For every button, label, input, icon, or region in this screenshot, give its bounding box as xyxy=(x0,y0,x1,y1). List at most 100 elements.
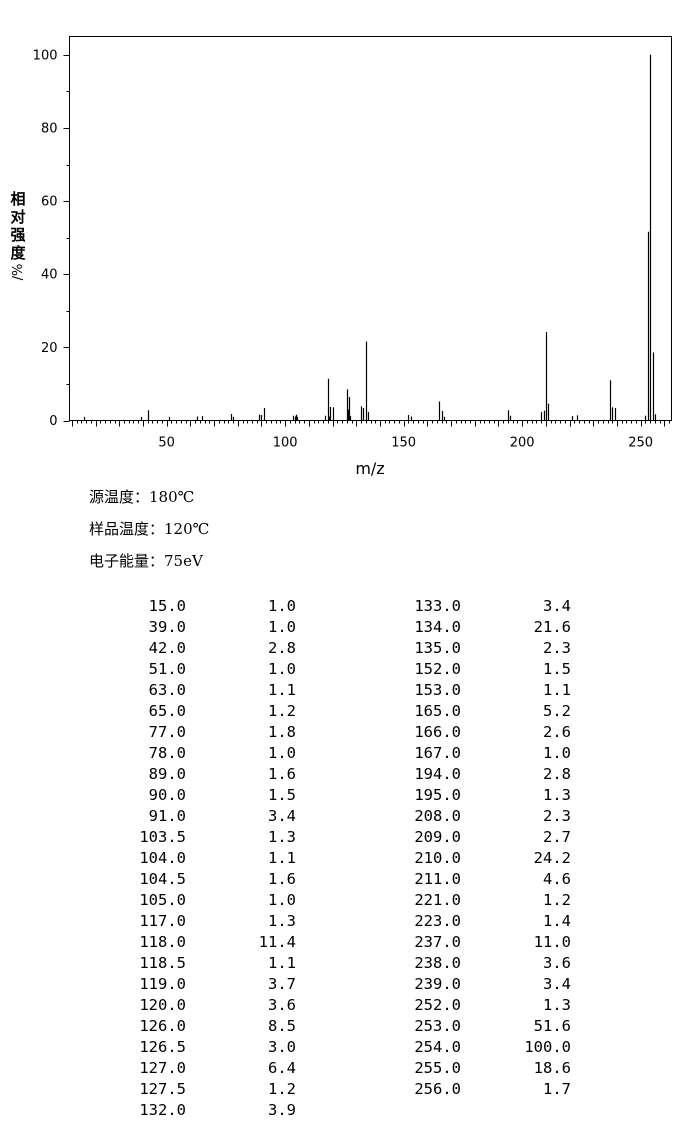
mz-value: 194.0 xyxy=(414,765,461,783)
peak-bars xyxy=(83,54,657,421)
mz-value: 152.0 xyxy=(414,660,461,678)
mz-value: 15.0 xyxy=(148,597,186,615)
y-tick-label: 40 xyxy=(41,268,58,283)
left-mz-column: 15.0 39.0 42.0 51.0 63.0 65.0 77.0 78.0 89.0 90.0… xyxy=(110,596,186,1121)
intensity-value: 1.3 xyxy=(268,912,296,930)
intensity-value: 1.6 xyxy=(268,765,296,783)
intensity-value: 2.6 xyxy=(543,723,571,741)
mz-value: 133.0 xyxy=(414,597,461,615)
intensity-value: 2.8 xyxy=(543,765,571,783)
mz-value: 223.0 xyxy=(414,912,461,930)
sample-temperature: 样品温度：120℃ xyxy=(89,520,210,538)
intensity-value: 2.3 xyxy=(543,639,571,657)
intensity-value: 2.7 xyxy=(543,828,571,846)
intensity-value: 3.4 xyxy=(543,975,571,993)
right-intensity-column: 3.4 21.6 2.3 1.5 1.1 5.2 2.6 1.0 2.8 1.3 2.3 2.7 24.… xyxy=(505,596,571,1100)
y-label-char: 强 xyxy=(10,226,25,244)
intensity-value: 51.6 xyxy=(533,1017,571,1035)
intensity-value: 11.4 xyxy=(258,933,296,951)
mz-value: 255.0 xyxy=(414,1059,461,1077)
mz-value: 238.0 xyxy=(414,954,461,972)
mz-value: 253.0 xyxy=(414,1017,461,1035)
intensity-value: 1.5 xyxy=(543,660,571,678)
mz-value: 237.0 xyxy=(414,933,461,951)
y-tick-label: 60 xyxy=(41,195,58,210)
intensity-value: 11.0 xyxy=(533,933,571,951)
y-axis: 0 20 40 60 80 100 xyxy=(33,48,70,429)
mz-value: 127.0 xyxy=(139,1059,186,1077)
mz-value: 126.5 xyxy=(139,1038,186,1056)
intensity-value: 1.0 xyxy=(268,744,296,762)
intensity-value: 1.1 xyxy=(268,954,296,972)
mz-value: 135.0 xyxy=(414,639,461,657)
mz-value: 105.0 xyxy=(139,891,186,909)
mz-value: 77.0 xyxy=(148,723,186,741)
intensity-value: 24.2 xyxy=(533,849,571,867)
intensity-value: 1.7 xyxy=(543,1080,571,1098)
mz-value: 254.0 xyxy=(414,1038,461,1056)
intensity-value: 3.7 xyxy=(268,975,296,993)
y-tick-label: 0 xyxy=(49,414,57,429)
intensity-value: 1.0 xyxy=(543,744,571,762)
mz-value: 208.0 xyxy=(414,807,461,825)
intensity-value: 3.4 xyxy=(268,807,296,825)
intensity-value: 6.4 xyxy=(268,1059,296,1077)
mz-value: 209.0 xyxy=(414,828,461,846)
mz-value: 211.0 xyxy=(414,870,461,888)
y-tick-label: 80 xyxy=(41,121,58,136)
intensity-value: 4.6 xyxy=(543,870,571,888)
mz-value: 39.0 xyxy=(148,618,186,636)
mz-value: 42.0 xyxy=(148,639,186,657)
y-label-unit: /% xyxy=(11,264,26,281)
mz-value: 118.5 xyxy=(139,954,186,972)
intensity-value: 1.2 xyxy=(543,891,571,909)
intensity-value: 2.3 xyxy=(543,807,571,825)
mz-value: 104.0 xyxy=(139,849,186,867)
intensity-value: 1.3 xyxy=(268,828,296,846)
intensity-value: 18.6 xyxy=(533,1059,571,1077)
source-temperature: 源温度：180℃ xyxy=(89,488,195,506)
x-axis-label: m/z xyxy=(355,459,384,478)
intensity-value: 1.0 xyxy=(268,597,296,615)
intensity-value: 1.3 xyxy=(543,786,571,804)
intensity-value: 1.1 xyxy=(543,681,571,699)
intensity-value: 1.3 xyxy=(543,996,571,1014)
y-label-char: 相 xyxy=(10,190,25,208)
mz-value: 195.0 xyxy=(414,786,461,804)
intensity-value: 5.2 xyxy=(543,702,571,720)
intensity-value: 3.4 xyxy=(543,597,571,615)
y-label-char: 度 xyxy=(10,244,26,262)
intensity-value: 1.6 xyxy=(268,870,296,888)
intensity-value: 1.2 xyxy=(268,1080,296,1098)
intensity-value: 100.0 xyxy=(524,1038,571,1056)
mz-value: 104.5 xyxy=(139,870,186,888)
mz-value: 256.0 xyxy=(414,1080,461,1098)
mz-value: 127.5 xyxy=(139,1080,186,1098)
intensity-value: 1.2 xyxy=(268,702,296,720)
x-tick-label: 50 xyxy=(158,436,175,451)
mz-value: 221.0 xyxy=(414,891,461,909)
intensity-value: 3.0 xyxy=(268,1038,296,1056)
intensity-value: 2.8 xyxy=(268,639,296,657)
y-label-char: 对 xyxy=(10,208,25,226)
mz-value: 103.5 xyxy=(139,828,186,846)
mz-value: 166.0 xyxy=(414,723,461,741)
intensity-value: 1.1 xyxy=(268,849,296,867)
x-tick-label: 250 xyxy=(628,436,653,451)
intensity-value: 3.6 xyxy=(268,996,296,1014)
x-axis: 50 100 150 200 250 xyxy=(72,420,670,451)
mz-value: 117.0 xyxy=(139,912,186,930)
mz-value: 118.0 xyxy=(139,933,186,951)
intensity-value: 8.5 xyxy=(268,1017,296,1035)
left-intensity-column: 1.0 1.0 2.8 1.0 1.1 1.2 1.8 1.0 1.6 1.5 3.4 1.3 1.1 1… xyxy=(230,596,296,1121)
x-tick-label: 150 xyxy=(391,436,416,451)
mz-value: 134.0 xyxy=(414,618,461,636)
mz-value: 210.0 xyxy=(414,849,461,867)
intensity-value: 1.0 xyxy=(268,618,296,636)
mz-value: 252.0 xyxy=(414,996,461,1014)
intensity-value: 1.8 xyxy=(268,723,296,741)
mz-value: 132.0 xyxy=(139,1101,186,1119)
mz-value: 90.0 xyxy=(148,786,186,804)
